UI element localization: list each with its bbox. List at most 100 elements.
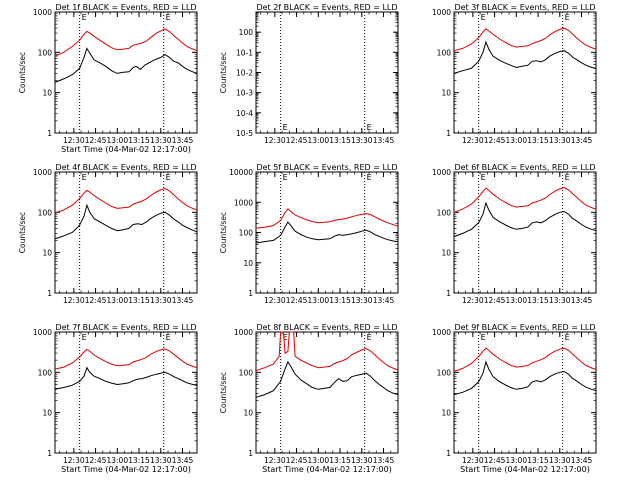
x-tick-label: 13:00: [307, 456, 329, 465]
y-tick-label: 10-2: [236, 69, 253, 78]
y-tick-label: 1000: [432, 168, 451, 177]
y-tick-label: 1000: [432, 8, 451, 17]
x-tick-label: 13:45: [373, 456, 395, 465]
time-marker-label: E: [565, 173, 570, 182]
y-tick-label: 100: [437, 48, 452, 57]
time-marker-label: E: [367, 333, 372, 342]
x-tick-label: 12:30: [264, 136, 286, 145]
time-marker-label: E: [82, 173, 87, 182]
x-tick-label: 12:45: [286, 296, 308, 305]
x-tick-label: 12:45: [85, 456, 107, 465]
panel-title: Det 4f BLACK = Events, RED = LLD: [55, 163, 196, 172]
time-marker-label: E: [481, 173, 486, 182]
x-tick-label: 12:45: [286, 456, 308, 465]
detector-panel: Det 5f BLACK = Events, RED = LLD 1 10 100 10…: [219, 163, 399, 305]
detector-panel: Det 3f BLACK = Events, RED = LLD 1 10 100 10…: [432, 3, 597, 145]
panel-title: Det 5f BLACK = Events, RED = LLD: [256, 163, 397, 172]
events-series-line: [54, 47, 198, 83]
x-tick-label: 12:30: [63, 296, 85, 305]
lld-series-line: [54, 348, 198, 370]
y-axis-label: Counts/sec: [219, 212, 228, 253]
plot-frame: [54, 171, 198, 294]
x-tick-label: 13:30: [150, 456, 172, 465]
y-tick-label: 1: [446, 129, 451, 138]
x-tick-label: 13:00: [505, 296, 527, 305]
x-axis-label: Start Time (04-Mar-02 12:17:00): [61, 145, 191, 154]
events-series-line: [255, 360, 399, 398]
events-series-line: [453, 360, 597, 396]
panel-title: Det 2f BLACK = Events, RED = LLD: [256, 3, 397, 12]
x-tick-label: 13:15: [329, 456, 351, 465]
time-marker-label: E: [481, 333, 486, 342]
plot-frame: [453, 171, 597, 294]
x-tick-label: 13:45: [373, 136, 395, 145]
y-tick-label: 10: [441, 89, 451, 98]
x-tick-label: 13:15: [329, 296, 351, 305]
x-tick-label: 13:00: [505, 136, 527, 145]
time-marker-label: E: [283, 173, 288, 182]
y-tick-label: 100: [38, 208, 53, 217]
y-tick-label: 1: [248, 449, 253, 458]
y-tick-label: 10: [441, 249, 451, 258]
y-tick-label: 10-1: [236, 48, 253, 57]
x-tick-label: 12:45: [286, 136, 308, 145]
x-tick-label: 12:45: [484, 296, 506, 305]
y-tick-label: 1000: [33, 168, 52, 177]
time-marker-label: E: [565, 333, 570, 342]
events-series-line: [54, 203, 198, 240]
x-tick-label: 13:00: [106, 136, 128, 145]
y-axis-label: Counts/sec: [219, 372, 228, 413]
panel-title: Det 6f BLACK = Events, RED = LLD: [454, 163, 595, 172]
x-tick-label: 13:15: [527, 296, 549, 305]
time-marker-label: E: [166, 173, 171, 182]
y-tick-label: 1: [47, 449, 52, 458]
time-marker-label: E: [283, 333, 288, 342]
lld-series-line: [54, 28, 198, 57]
plot-frame: [453, 331, 597, 454]
x-tick-label: 13:30: [150, 136, 172, 145]
x-tick-label: 13:45: [172, 296, 194, 305]
y-tick-label: 10: [42, 409, 52, 418]
y-tick-label: 1: [47, 129, 52, 138]
x-tick-label: 12:45: [484, 136, 506, 145]
x-tick-label: 13:30: [549, 456, 571, 465]
x-tick-label: 13:15: [527, 456, 549, 465]
time-marker-label: E: [166, 13, 171, 22]
time-marker-label: E: [481, 13, 486, 22]
x-tick-label: 13:30: [351, 136, 373, 145]
y-tick-label: 1000: [234, 328, 253, 337]
lld-series-line: [255, 331, 399, 372]
time-marker-label: E: [367, 123, 372, 132]
lld-series-line: [255, 208, 399, 229]
y-tick-label: 10: [441, 409, 451, 418]
y-tick-label: 100: [38, 48, 53, 57]
time-marker-label: E: [82, 333, 87, 342]
x-tick-label: 13:30: [150, 296, 172, 305]
x-tick-label: 13:45: [172, 456, 194, 465]
y-tick-label: 1000: [33, 328, 52, 337]
x-tick-label: 12:30: [63, 136, 85, 145]
y-axis-label: Counts/sec: [219, 52, 228, 93]
events-series-line: [255, 221, 399, 244]
y-tick-label: 100: [239, 28, 254, 37]
x-tick-label: 13:45: [571, 136, 593, 145]
y-tick-label: 100: [437, 368, 452, 377]
y-tick-label: 10000: [229, 168, 253, 177]
plot-frame: [453, 11, 597, 134]
x-tick-label: 13:30: [351, 456, 373, 465]
x-tick-label: 12:30: [63, 456, 85, 465]
x-tick-label: 13:45: [373, 296, 395, 305]
time-marker-label: E: [166, 333, 171, 342]
x-tick-label: 13:30: [549, 136, 571, 145]
x-tick-label: 13:30: [549, 296, 571, 305]
x-tick-label: 12:45: [85, 296, 107, 305]
x-tick-label: 12:30: [462, 136, 484, 145]
y-tick-label: 10-3: [236, 89, 253, 98]
x-axis-label: Start Time (04-Mar-02 12:17:00): [460, 465, 590, 474]
events-series-line: [453, 201, 597, 238]
x-tick-label: 12:45: [85, 136, 107, 145]
y-tick-label: 100: [38, 368, 53, 377]
y-tick-label: 1: [446, 449, 451, 458]
y-tick-label: 1: [446, 289, 451, 298]
